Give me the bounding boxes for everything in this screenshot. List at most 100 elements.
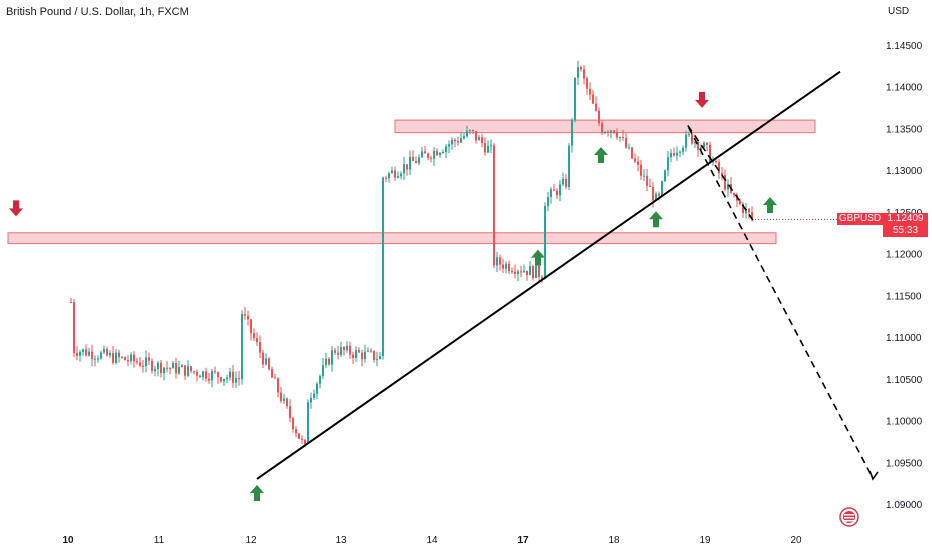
x-tick-label: 18 (608, 535, 620, 546)
candle-body (595, 103, 597, 111)
candle (469, 129, 471, 135)
candle (394, 166, 396, 182)
candle-body (178, 367, 180, 374)
candle (337, 345, 339, 360)
candle (262, 349, 264, 368)
candle (637, 156, 639, 172)
candle-body (682, 147, 684, 152)
y-tick-label: 1.09500 (886, 458, 923, 469)
candle-body (685, 134, 687, 148)
candle (496, 252, 498, 273)
up-arrow-icon (250, 484, 264, 501)
candle-body (256, 338, 258, 343)
candle (76, 346, 78, 361)
candle (112, 345, 114, 365)
candle (388, 171, 390, 183)
candle (694, 140, 696, 148)
candle-body (217, 372, 219, 378)
candle (679, 150, 681, 158)
drawings-layer (9, 70, 879, 501)
candle-body (208, 378, 210, 381)
candle (157, 360, 159, 377)
candle-body (175, 363, 177, 374)
candle-body (571, 120, 573, 146)
x-axis: 10 11 12 13 14 17 18 19 20 (62, 535, 802, 546)
y-tick-label: 1.14000 (886, 83, 923, 94)
candle (550, 187, 552, 204)
candle (403, 157, 405, 181)
candle (703, 141, 705, 149)
candle (463, 133, 465, 140)
y-axis: 1.145001.140001.135001.130001.125001.120… (886, 41, 923, 511)
candle-body (94, 358, 96, 360)
candle (121, 355, 123, 359)
candle-body (601, 123, 603, 134)
candle-body (643, 175, 645, 177)
candle-body (391, 170, 393, 174)
candle (619, 136, 621, 142)
candle-body (262, 352, 264, 365)
candle-body (202, 371, 204, 378)
candle (406, 164, 408, 176)
candle (163, 367, 165, 381)
candle-body (115, 352, 117, 363)
candle-body (745, 208, 747, 214)
candle-body (352, 354, 354, 358)
candle (106, 346, 108, 357)
candle-body (196, 371, 198, 376)
candle-body (424, 151, 426, 154)
candle (613, 130, 615, 134)
candle-body (70, 302, 72, 304)
candle-body (655, 193, 657, 201)
candle-body (304, 439, 306, 445)
candle (727, 179, 729, 197)
candle (286, 397, 288, 409)
candle (592, 90, 594, 105)
candle-body (628, 147, 630, 149)
candle (331, 345, 333, 372)
candle (247, 310, 249, 326)
candle (544, 202, 546, 280)
y-tick-label: 1.11500 (886, 291, 922, 302)
candle (334, 347, 336, 356)
candle (277, 376, 279, 398)
candle (427, 152, 429, 161)
candle-body (91, 351, 93, 360)
candle-body (589, 88, 591, 95)
candle-body (436, 150, 438, 156)
candle-body (445, 146, 447, 152)
candle (214, 366, 216, 375)
candle (361, 349, 363, 367)
candle-body (673, 153, 675, 156)
candle-body (106, 348, 108, 356)
candle (211, 368, 213, 388)
x-tick-label: 19 (699, 535, 711, 546)
candle (307, 399, 309, 445)
candle-body (679, 151, 681, 153)
candle (667, 151, 669, 177)
candle (622, 129, 624, 141)
candle-body (421, 151, 423, 158)
candle-body (223, 378, 225, 382)
candle (259, 335, 261, 359)
candle (355, 346, 357, 362)
candle-body (583, 69, 585, 79)
candle-body (112, 352, 114, 363)
candle (274, 373, 276, 379)
candle (514, 264, 516, 279)
candle-body (727, 183, 729, 190)
candle-body (394, 170, 396, 178)
candle (490, 139, 492, 154)
candle (208, 373, 210, 384)
candle (565, 173, 567, 190)
candle (178, 360, 180, 376)
candle-body (460, 138, 462, 143)
candle-body (403, 164, 405, 174)
candle (151, 358, 153, 374)
candle-body (559, 184, 561, 196)
candle-body (667, 157, 669, 171)
candle (586, 76, 588, 95)
candle (142, 360, 144, 373)
candle (748, 207, 750, 219)
